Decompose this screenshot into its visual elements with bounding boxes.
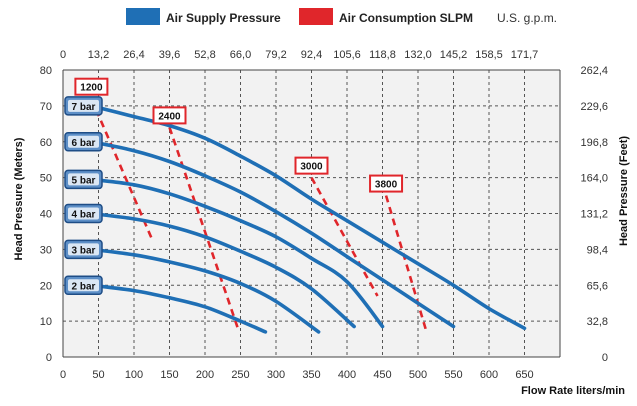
right-tick-label: 131,2 [580, 209, 608, 221]
y-tick-label: 0 [46, 352, 52, 364]
x-tick-label: 0 [60, 369, 66, 381]
bar-label-6-bar: 6 bar [64, 132, 103, 152]
slpm-label-text: 3000 [300, 162, 323, 173]
x-tick-label: 600 [480, 369, 498, 381]
top-tick-label: 105,6 [333, 49, 361, 61]
bar-label-text: 2 bar [72, 281, 96, 292]
pressure-curve-6-bar [89, 140, 456, 329]
right-tick-label: 65,6 [587, 280, 608, 292]
bar-label-inner [68, 207, 99, 220]
top-tick-label: 26,4 [123, 49, 144, 61]
y-tick-label: 10 [40, 316, 52, 328]
x-tick-label: 250 [231, 369, 249, 381]
x-tick-label: 300 [267, 369, 285, 381]
top-tick-label: 145,2 [440, 49, 468, 61]
x-tick-label: 450 [373, 369, 391, 381]
bar-label-inner [68, 135, 99, 148]
bar-label-inner [68, 99, 99, 112]
y-tick-label: 60 [40, 137, 52, 149]
top-tick-label: 0 [60, 49, 66, 61]
legend-label-air-supply-pressure: Air Supply Pressure [166, 11, 281, 25]
top-tick-label: 39,6 [159, 49, 180, 61]
slpm-label-box [74, 77, 109, 96]
bar-label-inner [68, 279, 99, 292]
slpm-label-2400: 2400 [152, 106, 187, 125]
top-tick-label: 13,2 [88, 49, 109, 61]
y-tick-label: 50 [40, 173, 52, 185]
bar-label-5-bar: 5 bar [64, 169, 103, 190]
consumption-line-2400 [168, 126, 241, 333]
consumption-line-3000 [310, 176, 379, 297]
bar-label-3-bar: 3 bar [64, 239, 103, 260]
x-tick-label: 500 [409, 369, 427, 381]
x-tick-label: 550 [444, 369, 462, 381]
slpm-label-text: 1200 [80, 83, 103, 94]
bar-label-7-bar: 7 bar [64, 96, 103, 116]
right-tick-label: 98,4 [587, 244, 608, 256]
top-tick-label: 132,0 [404, 49, 432, 61]
y-tick-label: 80 [40, 65, 52, 77]
right-tick-label: 0 [602, 352, 608, 364]
slpm-label-3800: 3800 [369, 174, 404, 193]
bar-label-4-bar: 4 bar [64, 203, 103, 224]
right-tick-label: 32,8 [587, 316, 608, 328]
slpm-label-box [294, 156, 329, 175]
right-tick-label: 229,6 [580, 101, 608, 113]
bar-label-inner [68, 243, 99, 256]
pressure-curve-2-bar [89, 283, 268, 334]
x-tick-label: 400 [338, 369, 356, 381]
pressure-curve-3-bar [89, 247, 321, 334]
slpm-label-box [152, 106, 187, 125]
bar-label-text: 7 bar [72, 102, 96, 113]
slpm-label-box [369, 174, 404, 193]
bar-label-inner [68, 173, 99, 186]
x-axis-title: Flow Rate liters/min [521, 385, 625, 397]
top-tick-label: 79,2 [265, 49, 286, 61]
pressure-curve-4-bar [89, 211, 356, 329]
consumption-line-1200 [90, 98, 153, 240]
right-tick-label: 164,0 [580, 173, 608, 185]
bar-label-text: 4 bar [72, 210, 96, 221]
top-axis-unit-label: U.S. g.p.m. [497, 11, 557, 25]
top-tick-label: 66,0 [230, 49, 251, 61]
top-tick-label: 52,8 [194, 49, 215, 61]
slpm-label-3000: 3000 [294, 156, 329, 175]
pressure-curve-5-bar [89, 177, 385, 329]
top-tick-label: 171,7 [511, 49, 539, 61]
legend-swatch-air-supply-pressure [126, 8, 160, 25]
x-tick-label: 350 [302, 369, 320, 381]
top-tick-label: 158,5 [475, 49, 503, 61]
top-tick-label: 92,4 [301, 49, 322, 61]
y-tick-label: 40 [40, 209, 52, 221]
legend-label-air-consumption: Air Consumption SLPM [339, 11, 473, 25]
right-tick-label: 196,8 [580, 137, 608, 149]
x-tick-label: 100 [125, 369, 143, 381]
y-axis-title-left: Head Pressure (Meters) [13, 137, 25, 260]
bar-label-text: 5 bar [72, 175, 96, 186]
y-tick-label: 20 [40, 280, 52, 292]
y-axis-title-right: Head Pressure (Feet) [618, 136, 630, 246]
top-tick-label: 118,8 [369, 49, 396, 61]
y-tick-label: 70 [40, 101, 52, 113]
bar-label-text: 3 bar [72, 245, 96, 256]
y-tick-label: 30 [40, 244, 52, 256]
right-tick-label: 262,4 [580, 65, 608, 77]
bar-label-text: 6 bar [72, 138, 96, 149]
slpm-label-1200: 1200 [74, 77, 109, 96]
slpm-label-text: 2400 [158, 111, 181, 122]
legend-swatch-air-consumption [299, 8, 333, 25]
x-tick-label: 650 [515, 369, 533, 381]
x-tick-label: 150 [160, 369, 178, 381]
pressure-curve-7-bar [89, 104, 527, 331]
bar-label-2-bar: 2 bar [64, 275, 103, 295]
slpm-label-text: 3800 [375, 180, 398, 191]
x-tick-label: 200 [196, 369, 214, 381]
x-tick-label: 50 [92, 369, 104, 381]
